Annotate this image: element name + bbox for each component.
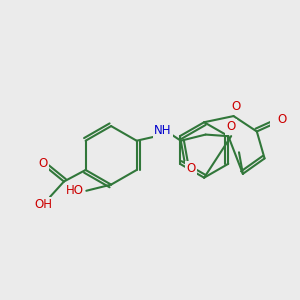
Text: O: O [277,113,286,126]
Text: O: O [38,157,48,170]
Text: O: O [226,120,236,134]
Text: O: O [231,100,241,113]
Text: HO: HO [66,184,84,197]
Text: NH: NH [154,124,172,137]
Text: OH: OH [35,198,53,211]
Text: O: O [186,162,196,175]
